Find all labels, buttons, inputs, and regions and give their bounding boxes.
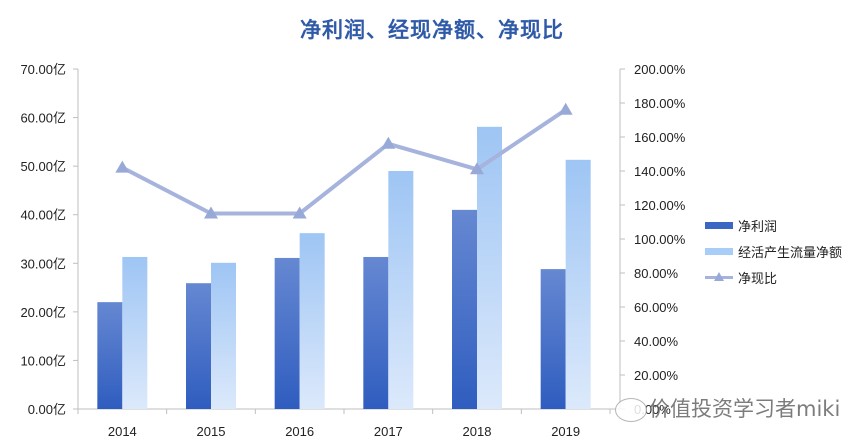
triangle-marker-icon bbox=[292, 206, 307, 219]
x-tick-label: 2018 bbox=[463, 424, 492, 439]
y-left-tick-label: 20.00亿 bbox=[20, 305, 66, 320]
triangle-marker-icon bbox=[558, 102, 573, 115]
legend-line-triangle-icon bbox=[705, 272, 733, 282]
y-left-tick-label: 50.00亿 bbox=[20, 159, 66, 174]
legend-label: 经活产生流量净额 bbox=[738, 245, 843, 261]
y-right-tick-label: 20.00% bbox=[634, 368, 679, 383]
bar-operating-cash-flow bbox=[388, 171, 414, 409]
bar-operating-cash-flow bbox=[211, 262, 236, 409]
y-right-tick-label: 120.00% bbox=[634, 198, 686, 213]
wechat-icon bbox=[615, 398, 647, 422]
bar-net-profit bbox=[274, 257, 300, 409]
y-right-tick-label: 60.00% bbox=[634, 300, 679, 315]
y-left-tick-label: 30.00亿 bbox=[20, 256, 66, 271]
y-right-tick-label: 200.00% bbox=[634, 62, 686, 77]
legend-swatch-dark-bar bbox=[705, 221, 733, 229]
y-right-tick-label: 40.00% bbox=[634, 334, 679, 349]
legend-item-operating-cash-flow: 经活产生流量净额 bbox=[705, 238, 842, 264]
bar-net-profit bbox=[363, 256, 389, 409]
bar-net-profit bbox=[97, 302, 123, 409]
y-right-tick-label: 160.00% bbox=[634, 130, 686, 145]
watermark: 价值投资学习者miki bbox=[615, 393, 840, 423]
legend-label: 净利润 bbox=[738, 219, 778, 235]
triangle-marker-icon bbox=[470, 162, 484, 175]
x-tick-label: 2014 bbox=[108, 424, 137, 439]
y-left-tick-label: 60.00亿 bbox=[20, 111, 66, 126]
bar-operating-cash-flow bbox=[122, 256, 148, 409]
chart-title: 净利润、经现净额、净现比 bbox=[300, 18, 564, 42]
x-tick-label: 2019 bbox=[551, 424, 580, 439]
y-left-tick-label: 0.00亿 bbox=[28, 402, 66, 417]
watermark-text: 价值投资学习者miki bbox=[649, 397, 841, 421]
y-right-tick-label: 100.00% bbox=[634, 232, 686, 247]
y-left-tick-label: 70.00亿 bbox=[20, 62, 66, 77]
y-right-tick-label: 140.00% bbox=[634, 164, 686, 179]
x-tick-label: 2017 bbox=[374, 424, 403, 439]
y-right-tick-label: 80.00% bbox=[634, 266, 679, 281]
bar-operating-cash-flow bbox=[565, 159, 591, 409]
x-tick-label: 2015 bbox=[197, 424, 226, 439]
y-left-tick-label: 10.00亿 bbox=[20, 353, 66, 368]
triangle-marker-icon bbox=[381, 136, 396, 149]
y-left-tick-label: 40.00亿 bbox=[20, 208, 66, 223]
legend: 净利润 经活产生流量净额 净现比 bbox=[705, 212, 842, 290]
bar-net-profit bbox=[186, 283, 211, 409]
bar-operating-cash-flow bbox=[299, 233, 325, 409]
bar-net-profit bbox=[540, 269, 566, 409]
legend-swatch-light-bar bbox=[705, 247, 733, 255]
triangle-marker-icon bbox=[204, 206, 218, 219]
legend-label: 净现比 bbox=[738, 271, 778, 287]
triangle-marker-icon bbox=[115, 160, 130, 173]
legend-item-net-profit: 净利润 bbox=[705, 212, 842, 238]
ratio-line bbox=[115, 102, 573, 219]
axes: 0.00亿 10.00亿 20.00亿 30.00亿 40.00亿 50.00亿 60.00… bbox=[20, 62, 685, 439]
bar-net-profit bbox=[452, 209, 477, 409]
x-tick-label: 2016 bbox=[285, 424, 314, 439]
legend-item-cash-ratio: 净现比 bbox=[705, 264, 842, 290]
y-right-tick-label: 180.00% bbox=[634, 96, 686, 111]
bars bbox=[97, 126, 591, 410]
